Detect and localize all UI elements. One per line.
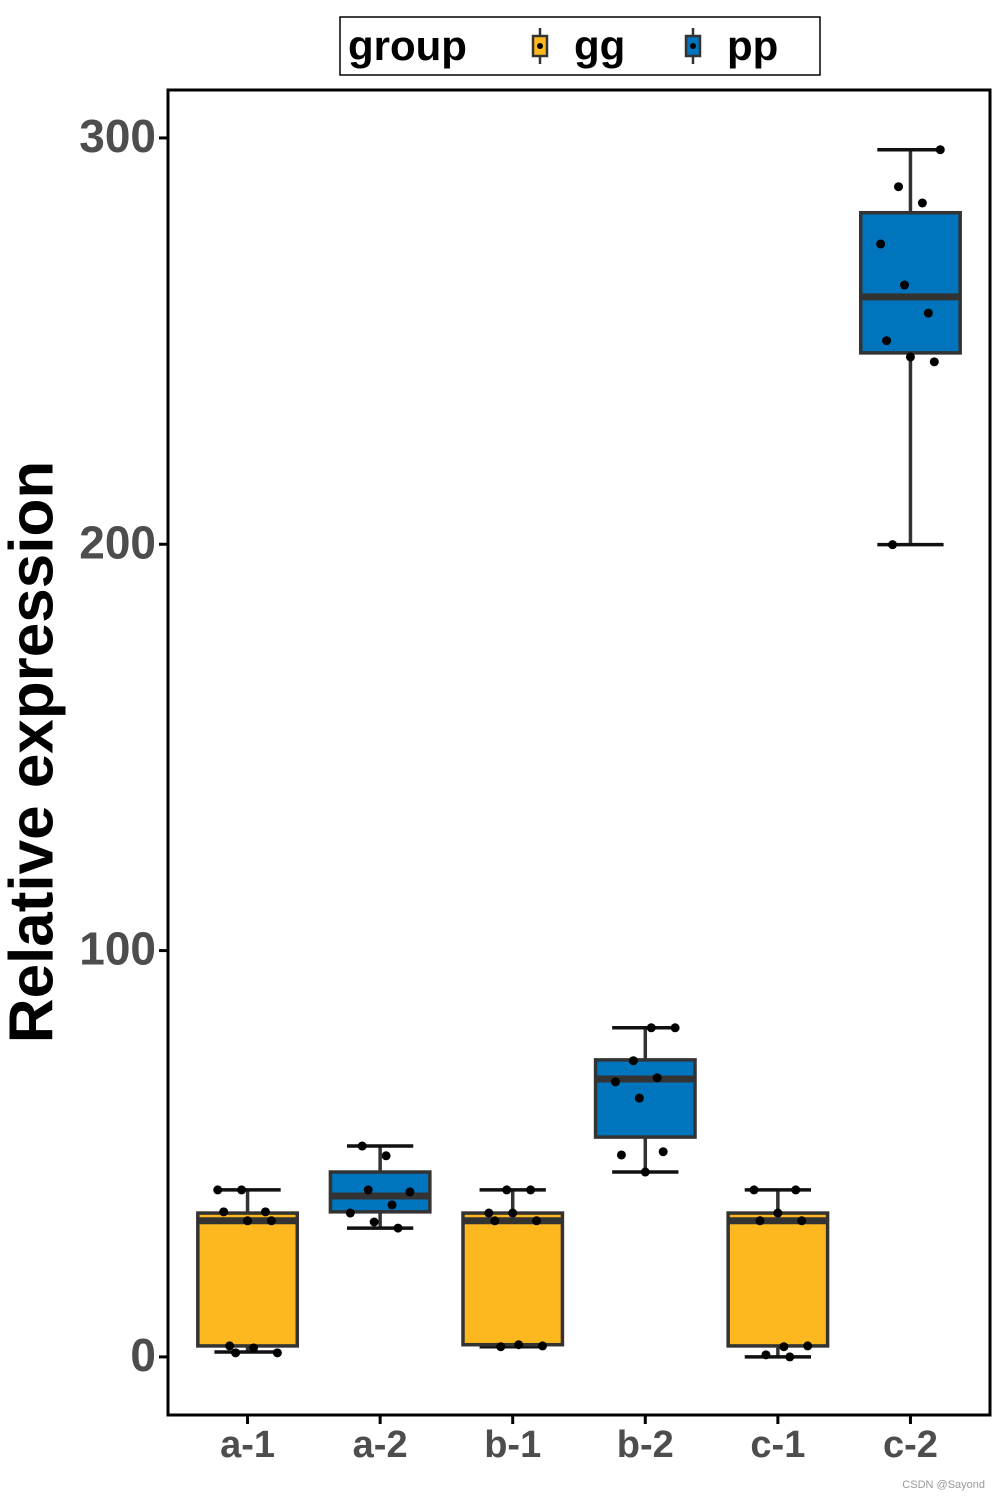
point [755, 1216, 765, 1226]
point [381, 1151, 391, 1161]
y-tick-label: 100 [79, 923, 156, 975]
point [508, 1208, 518, 1218]
box [858, 210, 962, 355]
box [461, 1211, 565, 1347]
x-tick-label: c-1 [750, 1424, 805, 1466]
point [882, 336, 892, 346]
point [490, 1216, 500, 1226]
point [387, 1200, 397, 1210]
y-axis-title: Relative expression [0, 461, 66, 1043]
x-tick-label: b-1 [484, 1424, 541, 1466]
point [357, 1141, 367, 1151]
point [634, 1093, 644, 1103]
point [231, 1348, 241, 1358]
point [219, 1207, 229, 1217]
box [593, 1058, 697, 1139]
x-tick-label: c-2 [883, 1424, 938, 1466]
point [803, 1341, 813, 1351]
point [935, 145, 945, 155]
point [876, 239, 886, 249]
x-tick-label: a-2 [353, 1424, 408, 1466]
point [761, 1350, 771, 1360]
point [260, 1207, 270, 1217]
point [272, 1348, 282, 1358]
point [658, 1147, 668, 1157]
legend-label: gg [574, 22, 625, 69]
point [249, 1343, 259, 1353]
point [923, 308, 933, 318]
point [785, 1352, 795, 1362]
watermark: CSDN @Sayond [902, 1479, 985, 1491]
x-tick-label: b-2 [617, 1424, 674, 1466]
point [405, 1187, 415, 1197]
y-tick-label: 200 [79, 516, 156, 568]
y-tick-label: 300 [79, 110, 156, 162]
legend-key-point [537, 43, 543, 49]
plot-panel [166, 88, 992, 1417]
point [538, 1341, 548, 1351]
legend-key-point [690, 43, 696, 49]
legend-label: pp [727, 22, 778, 69]
point [363, 1185, 373, 1195]
point [899, 280, 909, 290]
point [526, 1185, 536, 1195]
point [773, 1208, 783, 1218]
point [652, 1073, 662, 1083]
point [917, 198, 927, 208]
point [894, 182, 904, 192]
point [345, 1208, 355, 1218]
point [791, 1185, 801, 1195]
point [393, 1223, 403, 1233]
point [369, 1217, 379, 1227]
point [237, 1185, 247, 1195]
point [532, 1216, 542, 1226]
point [749, 1185, 759, 1195]
point [616, 1150, 626, 1160]
point [888, 540, 898, 550]
point [646, 1023, 656, 1033]
point [243, 1216, 253, 1226]
point [628, 1056, 638, 1066]
point [640, 1167, 650, 1177]
point [929, 357, 939, 367]
y-tick-label: 0 [130, 1329, 156, 1381]
point [779, 1342, 789, 1352]
point [266, 1216, 276, 1226]
point [484, 1208, 494, 1218]
x-tick-label: a-1 [220, 1424, 275, 1466]
point [225, 1341, 235, 1351]
point [610, 1077, 620, 1087]
point [213, 1185, 223, 1195]
point [496, 1342, 506, 1352]
legend-title: group [348, 22, 467, 69]
point [797, 1216, 807, 1226]
legend-box [339, 16, 821, 76]
point [502, 1185, 512, 1195]
point [905, 352, 915, 362]
point [670, 1023, 680, 1033]
box [196, 1211, 300, 1348]
box [726, 1211, 830, 1348]
box [328, 1170, 432, 1214]
point [514, 1340, 524, 1350]
